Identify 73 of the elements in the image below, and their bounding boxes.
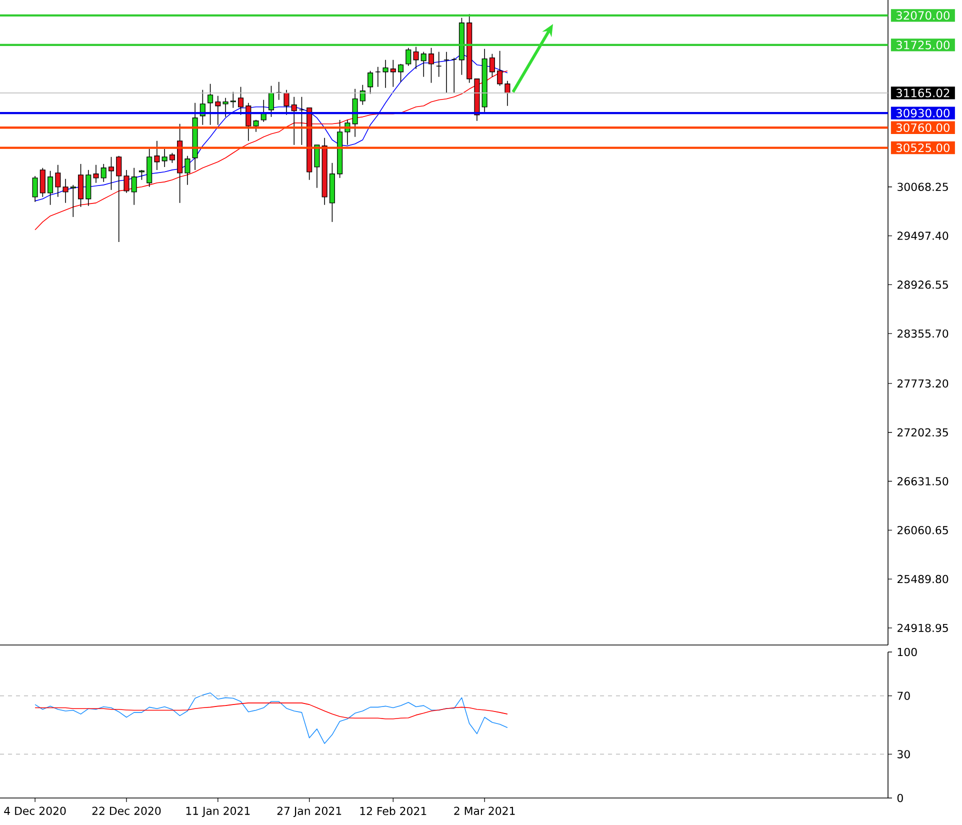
- candlestick: [413, 46, 419, 70]
- candlestick: [238, 86, 244, 116]
- candlestick: [375, 66, 381, 88]
- candlestick: [497, 50, 503, 86]
- candlestick: [398, 64, 404, 82]
- candlestick: [215, 95, 221, 126]
- candlestick: [428, 47, 434, 84]
- candlestick: [32, 176, 38, 202]
- y-tick-label: 27202.35: [898, 428, 948, 436]
- y-tick-label: 24918.95: [898, 624, 948, 632]
- candlestick: [62, 178, 68, 204]
- candlestick: [131, 167, 137, 206]
- candlestick: [86, 170, 92, 206]
- candlestick: [124, 170, 130, 194]
- candlestick: [382, 59, 388, 88]
- candlestick: [230, 92, 236, 108]
- x-tick-label: 4 Dec 2020: [4, 806, 66, 815]
- candlestick: [78, 164, 84, 208]
- candlestick: [406, 47, 412, 66]
- candlestick: [169, 152, 175, 164]
- candlestick: [436, 51, 442, 78]
- y-tick-label: 30: [898, 750, 910, 758]
- candlestick: [100, 164, 106, 182]
- ref-line-label: 31165.02: [896, 88, 950, 98]
- candlestick: [489, 53, 495, 78]
- y-tick-label: 0: [897, 794, 903, 802]
- candlestick: [138, 170, 144, 180]
- candlestick: [162, 148, 168, 168]
- ref-line-label: 31725.00: [896, 40, 950, 50]
- y-tick-label: 25489.80: [898, 574, 948, 584]
- candlestick: [298, 96, 304, 146]
- x-tick-label: 2 Mar 2021: [454, 806, 515, 815]
- x-tick-label: 27 Jan 2021: [277, 806, 342, 818]
- x-tick-label: 22 Dec 2020: [92, 806, 161, 815]
- y-tick-label: 27773.20: [898, 379, 948, 388]
- x-tick-label: 11 Jan 2021: [186, 806, 250, 818]
- ref-line-label: 30930.00: [896, 108, 950, 118]
- y-tick-label: 28926.55: [898, 280, 948, 289]
- candlestick: [116, 155, 122, 242]
- candlestick: [108, 156, 114, 190]
- candlestick: [93, 164, 99, 184]
- y-tick-label: 100: [898, 648, 917, 656]
- x-tick-label: 12 Feb 2021: [360, 806, 426, 816]
- ref-line-label: 30760.00: [896, 123, 950, 132]
- ref-line-label: 30525.00: [896, 143, 950, 152]
- candlestick: [368, 70, 374, 94]
- candlestick: [70, 184, 76, 218]
- candlestick: [55, 164, 61, 198]
- candlestick: [390, 59, 396, 88]
- candlestick: [291, 96, 297, 146]
- candlestick: [40, 167, 46, 198]
- candlestick: [222, 98, 228, 118]
- y-tick-label: 30068.25: [898, 182, 948, 192]
- candlestick: [420, 51, 426, 78]
- candlestick: [444, 51, 450, 94]
- candlestick: [504, 80, 510, 106]
- line-series: [34, 692, 508, 744]
- candlestick: [208, 83, 214, 126]
- candlestick: [268, 85, 274, 118]
- candlestick: [314, 144, 320, 188]
- candlestick: [253, 120, 259, 132]
- candlestick: [154, 140, 160, 170]
- y-tick-label: 26631.50: [898, 477, 948, 486]
- candlestick: [451, 57, 457, 94]
- y-tick-label: 26060.65: [898, 526, 948, 534]
- candlestick: [48, 170, 54, 206]
- candlestick: [284, 89, 290, 116]
- y-tick-label: 28355.70: [898, 329, 948, 338]
- candlestick: [276, 81, 282, 100]
- y-tick-label: 29497.40: [898, 232, 948, 240]
- y-tick-label: 70: [898, 692, 910, 700]
- ref-line-label: 32070.00: [896, 11, 950, 20]
- candlestick: [184, 155, 190, 186]
